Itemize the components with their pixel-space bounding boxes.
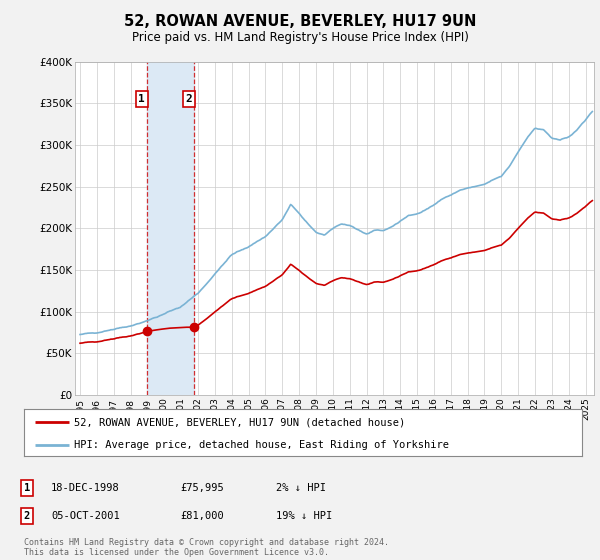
Text: 05-OCT-2001: 05-OCT-2001	[51, 511, 120, 521]
Text: 2: 2	[24, 511, 30, 521]
Text: £75,995: £75,995	[180, 483, 224, 493]
Text: 52, ROWAN AVENUE, BEVERLEY, HU17 9UN: 52, ROWAN AVENUE, BEVERLEY, HU17 9UN	[124, 14, 476, 29]
Text: £81,000: £81,000	[180, 511, 224, 521]
Text: Contains HM Land Registry data © Crown copyright and database right 2024.
This d: Contains HM Land Registry data © Crown c…	[24, 538, 389, 557]
Text: 52, ROWAN AVENUE, BEVERLEY, HU17 9UN (detached house): 52, ROWAN AVENUE, BEVERLEY, HU17 9UN (de…	[74, 417, 406, 427]
Text: 2% ↓ HPI: 2% ↓ HPI	[276, 483, 326, 493]
Bar	[147, 62, 194, 395]
Text: 1: 1	[24, 483, 30, 493]
Text: HPI: Average price, detached house, East Riding of Yorkshire: HPI: Average price, detached house, East…	[74, 440, 449, 450]
Text: 19% ↓ HPI: 19% ↓ HPI	[276, 511, 332, 521]
Text: Price paid vs. HM Land Registry's House Price Index (HPI): Price paid vs. HM Land Registry's House …	[131, 31, 469, 44]
Text: 2: 2	[185, 94, 192, 104]
Text: 1: 1	[139, 94, 145, 104]
Text: 18-DEC-1998: 18-DEC-1998	[51, 483, 120, 493]
